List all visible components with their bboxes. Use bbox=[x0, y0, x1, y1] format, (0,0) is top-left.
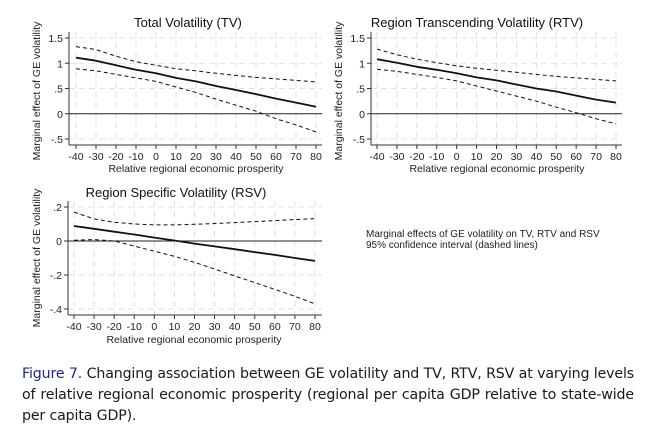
x-tick-label: 60 bbox=[269, 321, 281, 333]
y-axis-label: Marginal effect of GE volatility bbox=[333, 21, 345, 160]
x-tick-label: 40 bbox=[530, 151, 542, 163]
x-tick-label: -10 bbox=[128, 151, 143, 163]
x-tick-label: 20 bbox=[190, 151, 202, 163]
panel-title: Region Transcending Volatility (RTV) bbox=[371, 15, 583, 30]
x-tick-label: 70 bbox=[289, 321, 301, 333]
x-tick-labels: -40 -30 -20 -10 0 10 20 30 40 50 60 70 80 bbox=[68, 151, 322, 163]
x-tick-label: 60 bbox=[570, 151, 582, 163]
y-tick-label: 0 bbox=[56, 236, 62, 248]
y-tick-labels: -.4 -.2 0 .2 bbox=[50, 202, 62, 316]
x-tick-label: 30 bbox=[511, 151, 523, 163]
y-tick-labels: -.5 0 .5 1 1.5 bbox=[48, 33, 63, 146]
axes bbox=[64, 201, 322, 319]
x-tick-label: 0 bbox=[454, 151, 460, 163]
y-tick-label: .5 bbox=[54, 84, 63, 96]
x-tick-label: 60 bbox=[270, 151, 282, 163]
series-lines bbox=[75, 46, 317, 133]
x-tick-label: 50 bbox=[550, 151, 562, 163]
y-axis-label: Marginal effect of GE volatility bbox=[31, 188, 43, 327]
x-tick-labels: -40 -30 -20 -10 0 10 20 30 40 50 60 70 80 bbox=[369, 151, 622, 163]
y-tick-label: -.5 bbox=[353, 134, 365, 146]
x-axis-label: Relative regional economic prosperity bbox=[106, 334, 282, 346]
x-tick-label: -40 bbox=[66, 321, 81, 333]
y-tick-label: -.4 bbox=[50, 304, 62, 316]
panel-total-volatility: Total Volatility (TV) Marginal effect of… bbox=[31, 15, 322, 175]
x-tick-label: -40 bbox=[68, 151, 83, 163]
x-tick-label: 10 bbox=[170, 151, 182, 163]
panel-region-transcending-volatility: Region Transcending Volatility (RTV) Mar… bbox=[333, 15, 622, 175]
grid-lines bbox=[69, 32, 322, 145]
y-tick-label: 1 bbox=[57, 58, 63, 70]
y-tick-label: .5 bbox=[356, 84, 365, 96]
x-tick-label: 40 bbox=[230, 151, 242, 163]
y-tick-label: 0 bbox=[57, 109, 63, 121]
x-tick-labels: -40 -30 -20 -10 0 10 20 30 40 50 60 70 80 bbox=[66, 321, 321, 333]
x-tick-label: -40 bbox=[369, 151, 384, 163]
x-tick-label: 0 bbox=[151, 321, 157, 333]
x-axis-label: Relative regional economic prosperity bbox=[409, 163, 585, 175]
x-axis-label: Relative regional economic prosperity bbox=[108, 163, 284, 175]
ci-lower-line bbox=[376, 68, 617, 125]
x-tick-label: 40 bbox=[229, 321, 241, 333]
y-tick-label: -.5 bbox=[51, 134, 63, 146]
y-tick-label: 0 bbox=[359, 109, 365, 121]
x-tick-label: 20 bbox=[491, 151, 503, 163]
x-tick-label: 80 bbox=[610, 151, 622, 163]
x-tick-label: 50 bbox=[250, 151, 262, 163]
note-line-2: 95% confidence interval (dashed lines) bbox=[366, 240, 538, 251]
x-tick-label: -20 bbox=[107, 321, 122, 333]
figure-note: Marginal effects of GE volatility on TV,… bbox=[366, 229, 600, 251]
ci-upper-line bbox=[73, 211, 316, 226]
series-lines bbox=[376, 48, 617, 125]
panel-region-specific-volatility: Region Specific Volatility (RSV) Margina… bbox=[31, 185, 322, 346]
x-tick-label: 80 bbox=[309, 321, 321, 333]
caption-text: Changing association between GE volatili… bbox=[22, 366, 634, 424]
x-tick-label: 30 bbox=[209, 321, 221, 333]
figure-label: Figure 7. bbox=[22, 366, 83, 382]
x-tick-label: -10 bbox=[127, 321, 142, 333]
panel-title: Region Specific Volatility (RSV) bbox=[86, 185, 267, 200]
axes bbox=[367, 32, 622, 149]
marginal-effect-line bbox=[75, 56, 317, 108]
y-tick-label: 1.5 bbox=[350, 33, 365, 45]
y-tick-label: -.2 bbox=[50, 270, 62, 282]
figure-panels: Total Volatility (TV) Marginal effect of… bbox=[31, 15, 622, 346]
x-tick-label: 50 bbox=[249, 321, 261, 333]
x-tick-label: -30 bbox=[88, 151, 103, 163]
grid-lines bbox=[68, 201, 322, 315]
y-tick-label: .2 bbox=[53, 202, 62, 214]
series-lines bbox=[73, 211, 316, 305]
y-tick-label: 1 bbox=[359, 58, 365, 70]
y-tick-label: 1.5 bbox=[48, 33, 63, 45]
x-tick-label: -20 bbox=[108, 151, 123, 163]
x-tick-label: -30 bbox=[86, 321, 101, 333]
ci-upper-line bbox=[376, 48, 617, 82]
note-line-1: Marginal effects of GE volatility on TV,… bbox=[366, 229, 600, 240]
x-tick-label: 70 bbox=[590, 151, 602, 163]
x-tick-label: 10 bbox=[169, 321, 181, 333]
x-tick-label: 10 bbox=[471, 151, 483, 163]
x-tick-label: -30 bbox=[389, 151, 404, 163]
ci-lower-line bbox=[75, 68, 317, 133]
y-tick-labels: -.5 0 .5 1 1.5 bbox=[350, 33, 365, 146]
y-axis-label: Marginal effect of GE volatility bbox=[31, 21, 43, 160]
marginal-effect-line bbox=[376, 58, 617, 104]
x-tick-label: 80 bbox=[310, 151, 322, 163]
x-tick-label: -20 bbox=[409, 151, 424, 163]
axes bbox=[65, 32, 322, 149]
marginal-effect-line bbox=[73, 225, 316, 262]
figure-caption: Figure 7. Changing association between G… bbox=[22, 364, 634, 427]
ci-upper-line bbox=[75, 46, 317, 83]
x-tick-label: 20 bbox=[189, 321, 201, 333]
x-tick-label: 0 bbox=[153, 151, 159, 163]
x-tick-label: -10 bbox=[429, 151, 444, 163]
x-tick-label: 70 bbox=[290, 151, 302, 163]
grid-lines bbox=[371, 32, 622, 145]
x-tick-label: 30 bbox=[210, 151, 222, 163]
panel-title: Total Volatility (TV) bbox=[134, 15, 242, 30]
